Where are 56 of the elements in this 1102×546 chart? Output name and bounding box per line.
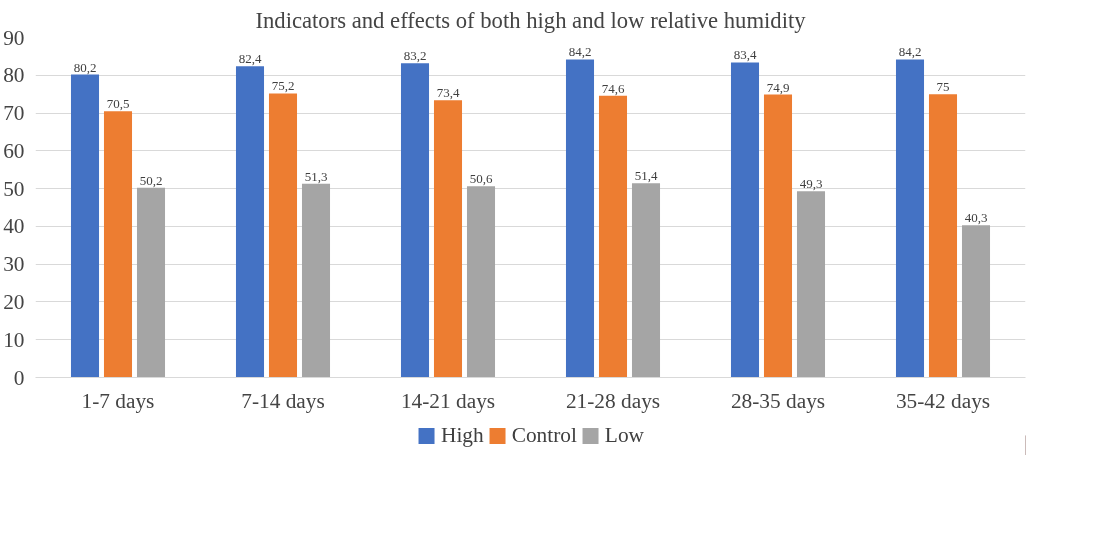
data-label: 83,2 [403,48,427,64]
bar [565,59,595,378]
bar [103,111,133,378]
bar [763,94,793,378]
x-tick-label: 28-35 days [730,388,826,413]
bar [730,62,760,378]
bar [433,100,463,378]
data-label: 74,6 [601,80,625,96]
data-label: 75 [936,79,950,95]
data-label: 51,3 [304,168,328,184]
bar [928,94,958,378]
data-label: 50,2 [139,172,163,188]
data-label: 49,3 [799,176,823,192]
x-tick-label: 21-28 days [565,388,661,413]
y-tick-label: 40 [3,214,25,239]
data-label: 73,4 [436,85,460,101]
x-tick-label: 1-7 days [81,388,155,413]
data-label: 84,2 [898,44,922,60]
bar [235,66,265,378]
legend-label: Control [511,422,577,448]
bar [400,63,430,378]
bar [961,225,991,378]
bar [136,187,166,378]
data-label: 70,5 [106,96,130,112]
y-tick-label: 20 [3,289,25,314]
data-label: 75,2 [271,78,295,94]
data-label: 80,2 [73,59,97,75]
y-tick-label: 30 [3,252,25,277]
bar [70,74,100,378]
y-tick-label: 0 [13,365,25,390]
bar [268,93,298,378]
y-tick-label: 70 [3,101,25,126]
data-label: 83,4 [733,47,757,63]
legend-label: High [441,422,484,448]
data-label: 40,3 [964,210,988,226]
y-tick-label: 90 [3,25,25,50]
data-label: 74,9 [766,79,790,95]
bar [598,95,628,378]
data-label: 51,4 [634,168,658,184]
x-tick-label: 7-14 days [241,388,325,413]
y-tick-label: 10 [3,327,25,352]
bar [796,191,826,378]
data-label: 82,4 [238,51,262,67]
x-tick-label: 35-42 days [895,388,991,413]
bar [631,183,661,378]
y-tick-label: 80 [3,63,25,88]
legend-label: Low [604,422,644,448]
bar [895,59,925,378]
data-label: 84,2 [568,44,592,60]
x-tick-label: 14-21 days [400,388,496,413]
bar [301,183,331,378]
y-tick-label: 50 [3,176,25,201]
chart-title: Indicators and effects of both high and low relative humidity [255,7,807,33]
data-label: 50,6 [469,171,493,187]
y-tick-label: 60 [3,138,25,163]
bar [466,186,496,378]
